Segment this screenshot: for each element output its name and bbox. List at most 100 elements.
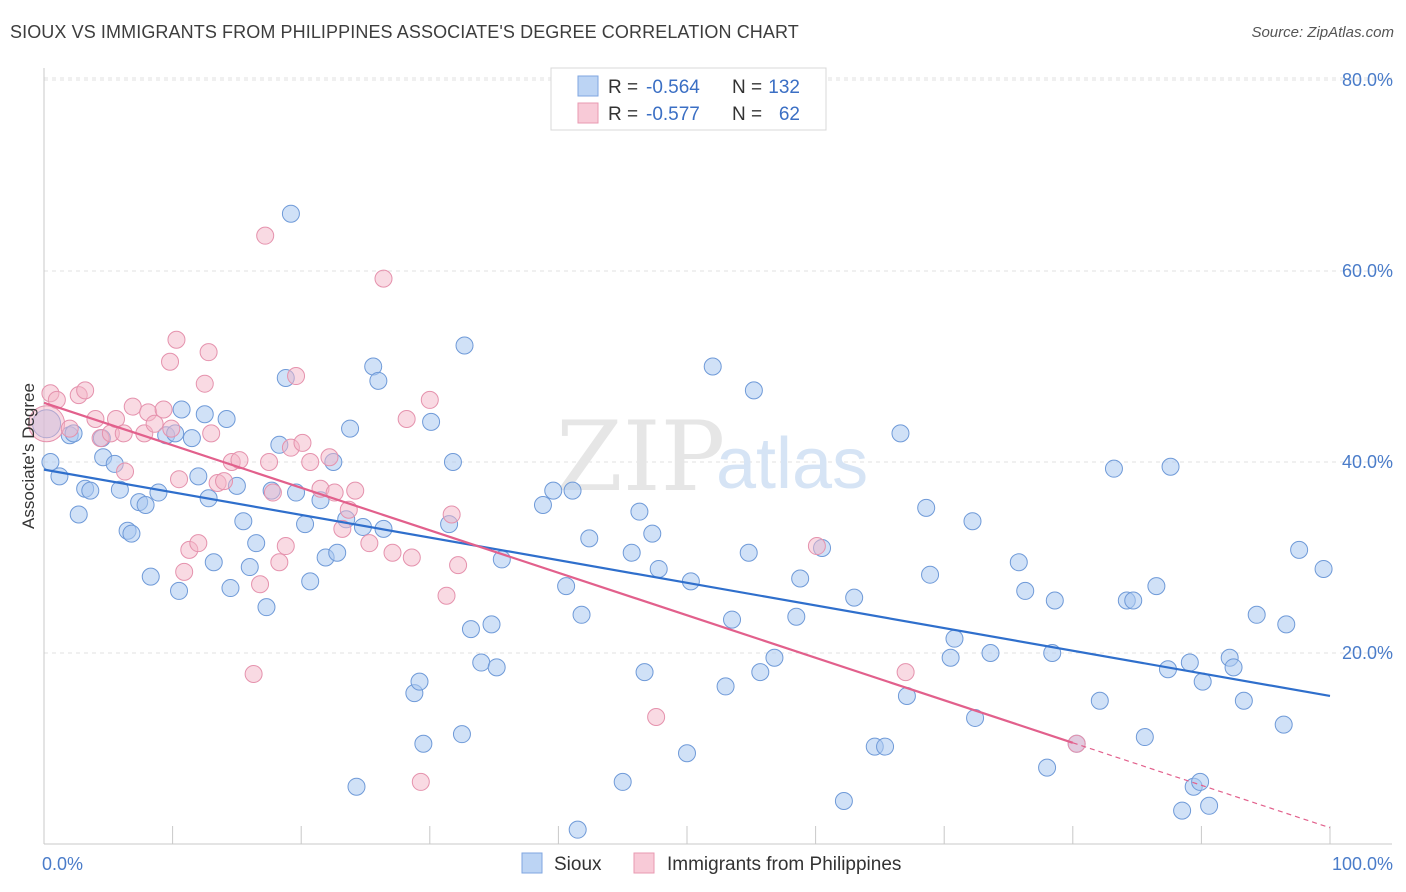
- sioux-point: [716, 677, 735, 696]
- sioux-point: [257, 598, 276, 617]
- philippines-point: [333, 519, 352, 538]
- philippines-point: [276, 537, 295, 556]
- philippines-point: [162, 419, 181, 438]
- sioux-point: [328, 543, 347, 562]
- chart-title: SIOUX VS IMMIGRANTS FROM PHILIPPINES ASS…: [10, 22, 799, 42]
- sioux-point: [414, 734, 433, 753]
- sioux-point: [739, 543, 758, 562]
- sioux-point: [1247, 605, 1266, 624]
- sioux-point: [1016, 581, 1035, 600]
- y-tick-label: 60.0%: [1342, 261, 1393, 281]
- sioux-point: [172, 400, 191, 419]
- sioux-point: [341, 419, 360, 438]
- philippines-point: [260, 453, 279, 471]
- sioux-point: [1104, 459, 1123, 478]
- sioux-point: [1173, 801, 1192, 820]
- philippines-point: [76, 381, 95, 400]
- y-tick-label: 20.0%: [1342, 643, 1393, 663]
- sioux-point: [1161, 457, 1180, 476]
- correlation-legend: R = -0.564 N = 132 R = -0.577 N = 62: [550, 67, 827, 131]
- sioux-point: [834, 792, 853, 811]
- philippines-point: [230, 451, 249, 470]
- sioux-point: [1314, 559, 1333, 578]
- philippines-point: [346, 481, 365, 500]
- philippines-point: [114, 424, 133, 443]
- sioux-point: [787, 607, 806, 626]
- sioux-point: [1200, 796, 1219, 815]
- philippines-point: [215, 472, 234, 491]
- philippines-points: [28, 226, 1086, 791]
- philippines-point: [449, 556, 468, 575]
- x-tick-labels: 0.0% 100.0%: [42, 854, 1393, 874]
- sioux-point: [110, 480, 129, 499]
- philippines-point: [896, 663, 915, 682]
- sioux-trend-line: [43, 468, 1331, 698]
- philippines-point: [287, 367, 306, 386]
- bottom-swatch-philippines: [633, 852, 655, 874]
- philippines-point: [360, 534, 379, 553]
- sioux-point: [296, 515, 315, 534]
- philippines-point: [116, 462, 135, 481]
- sioux-point: [613, 772, 632, 791]
- y-tick-label: 80.0%: [1342, 70, 1393, 90]
- sioux-point: [791, 569, 810, 588]
- philippines-point: [145, 414, 164, 433]
- philippines-point: [301, 453, 320, 471]
- sioux-point: [240, 558, 259, 577]
- sioux-point: [649, 559, 668, 578]
- sioux-point: [81, 481, 100, 500]
- sioux-point: [557, 577, 576, 596]
- sioux-point: [703, 357, 722, 376]
- sioux-point: [122, 524, 141, 543]
- philippines-point: [154, 400, 173, 419]
- sioux-point: [472, 653, 491, 672]
- sioux-point: [580, 529, 599, 548]
- philippines-point: [175, 562, 194, 581]
- sioux-point: [170, 581, 189, 600]
- sioux-point: [69, 505, 88, 524]
- sioux-point: [845, 588, 864, 607]
- sioux-point: [234, 512, 253, 531]
- watermark-zip: ZIP: [556, 401, 725, 513]
- sioux-point: [1045, 591, 1064, 610]
- sioux-point: [917, 498, 936, 517]
- sioux-point: [765, 648, 784, 667]
- philippines-point: [199, 343, 218, 362]
- bottom-swatch-sioux: [521, 852, 543, 874]
- bottom-legend-sioux: Sioux: [554, 854, 602, 875]
- philippines-point: [807, 537, 826, 556]
- philippines-point: [161, 352, 180, 371]
- philippines-point: [47, 390, 66, 409]
- sioux-point: [1135, 728, 1154, 747]
- philippines-point: [437, 586, 456, 605]
- sioux-point: [891, 424, 910, 443]
- sioux-point: [204, 553, 223, 572]
- sioux-point: [1124, 591, 1143, 610]
- sioux-point: [347, 777, 366, 796]
- sioux-point: [452, 725, 471, 744]
- philippines-point: [374, 269, 393, 288]
- sioux-point: [369, 371, 388, 390]
- sioux-point: [1038, 758, 1057, 777]
- sioux-point: [751, 663, 770, 682]
- x-tick-label-min: 0.0%: [42, 854, 83, 874]
- sioux-point: [533, 495, 552, 514]
- sioux-point: [572, 605, 591, 624]
- philippines-point: [256, 226, 275, 245]
- sioux-point: [195, 405, 214, 424]
- series-legend: Sioux Immigrants from Philippines: [521, 852, 901, 875]
- legend-r-label-1: R =: [608, 77, 638, 98]
- philippines-point: [383, 543, 402, 562]
- sioux-point: [921, 565, 940, 584]
- sioux-point: [221, 579, 240, 598]
- sioux-point: [744, 381, 763, 400]
- sioux-point: [482, 615, 501, 634]
- sioux-point: [1277, 615, 1296, 634]
- sioux-point: [876, 737, 895, 756]
- sioux-point: [635, 663, 654, 682]
- sioux-point: [630, 502, 649, 521]
- sioux-point: [281, 204, 300, 223]
- source-credit: Source: ZipAtlas.com: [1251, 24, 1394, 41]
- sioux-point: [189, 467, 208, 486]
